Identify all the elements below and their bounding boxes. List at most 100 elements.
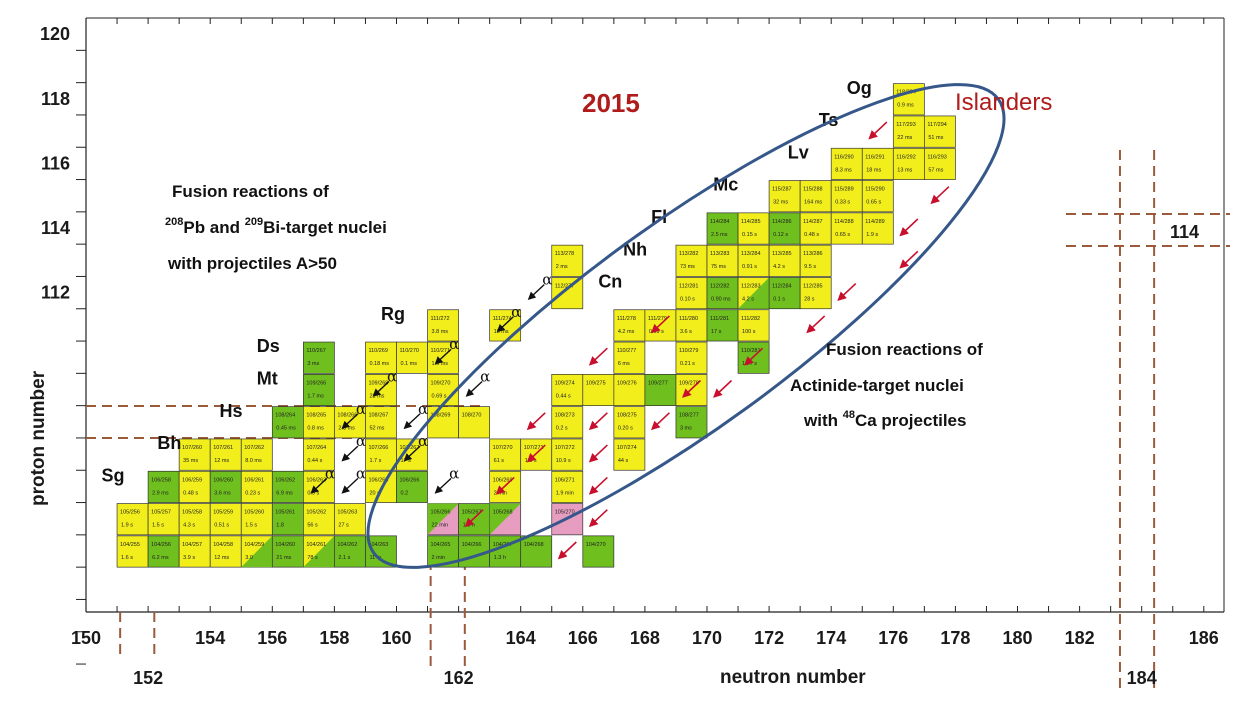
nuclide-id: 108/265	[306, 413, 326, 419]
nuclide-id: 112/284	[772, 283, 791, 289]
nuclide-cell: 115/290 0.65 s	[861, 180, 894, 213]
fusion-ca-note: Fusion reactions of Actinide-target nucl…	[790, 340, 983, 430]
nuclide-id: 106/271	[555, 477, 575, 483]
nuclide-halflife: 1.8	[276, 523, 284, 529]
nuclide-halflife: 51 ms	[928, 135, 943, 141]
nuclide-halflife: 12 ms	[214, 555, 229, 561]
nuclide-cell: 108/265 0.8 ms	[303, 406, 335, 439]
nuclide-cell: 105/266 22 min	[427, 503, 459, 536]
fusion-arrow	[713, 379, 733, 398]
nuclide-id: 114/289	[865, 219, 884, 225]
fusion-arrow	[868, 121, 888, 140]
axis-ticks: 150 154 156 158 160 164 166 168 170 172 174 176 178 1…	[40, 24, 1219, 688]
nuclide-id: 115/287	[772, 187, 791, 193]
nuclide-halflife: 0.65 s	[835, 232, 850, 238]
nuclide-halflife: 1.9 s	[121, 523, 133, 529]
nuclide-halflife: 3 ms	[307, 361, 319, 367]
nuclide-id: 106/260	[213, 477, 233, 483]
nuclide-id: 109/276	[617, 380, 637, 386]
nuclide-cell: 106/261 0.23 s	[240, 470, 273, 503]
nuclide-halflife: 3.9 s	[183, 555, 195, 561]
nuclide-id: 105/261	[275, 510, 295, 516]
alpha-symbol: α	[356, 464, 366, 482]
nuclide-cell: 110/270 0.1 ms	[396, 341, 428, 374]
nuclide-id: 104/258	[213, 542, 233, 548]
nuclide-id: 111/278	[617, 316, 636, 322]
nuclide-cell: 105/270	[551, 503, 584, 536]
nuclide-cell: 104/255 1.6 s	[116, 535, 149, 568]
nuclide-cell: 104/263 11 m	[365, 535, 397, 568]
nuclide-halflife: 28 s	[804, 296, 815, 302]
nuclide-halflife: 21 ms	[276, 555, 291, 561]
element-sg: Sg	[102, 465, 125, 485]
alpha-symbol: α	[511, 303, 521, 321]
nuclide-id: 116/292	[896, 154, 915, 160]
nuclide-id: 104/260	[275, 542, 295, 548]
svg-text:Fusion reactions of: Fusion reactions of	[172, 182, 329, 201]
nuclide-halflife: 0.65 s	[866, 200, 881, 206]
nuclide-id: 113/282	[679, 251, 698, 257]
nuclide-id: 105/266	[431, 510, 451, 516]
nuclide-halflife: 0.1 ms	[401, 361, 418, 367]
nuclide-id: 110/269	[368, 348, 387, 354]
nuclide-cell: 114/287 0.48 s	[799, 212, 832, 245]
alpha-symbol: α	[542, 271, 552, 289]
nuclide-id: 106/266	[400, 477, 420, 483]
nuclide-cell: 107/262 8.0 ms	[240, 438, 273, 471]
nuclide-halflife: 11 m	[369, 555, 381, 561]
alpha-decay-arrow	[496, 316, 514, 333]
fusion-arrow	[588, 509, 608, 528]
nuclide-cell: 109/266 1.7 ms	[303, 374, 335, 407]
nuclide-id: 112/282	[710, 283, 729, 289]
x-tick-label: 186	[1189, 628, 1219, 648]
y-axis-label: proton number	[28, 370, 49, 506]
nuclide-halflife: 12.7 s	[742, 361, 757, 367]
nuclide-id: 104/267	[493, 542, 513, 548]
nuclide-id: 112/285	[803, 283, 822, 289]
nuclide-cell: 105/261 1.8	[271, 503, 304, 536]
nuclide-cell: 105/257 1.5 s	[147, 503, 180, 536]
nuclide-cell: 117/293 22 ms	[892, 115, 925, 148]
nuclide-halflife: 20 s	[369, 490, 380, 496]
x-tick-label-lower: 152	[133, 668, 163, 688]
nuclide-cell: 110/277 6 ms	[613, 341, 646, 374]
alpha-decay-arrow	[341, 413, 359, 430]
fusion-arrow	[837, 283, 857, 301]
nuclide-cell: 113/284 0.91 s	[737, 244, 770, 277]
element-lv: Lv	[788, 142, 809, 162]
element-mt: Mt	[257, 369, 278, 389]
nuclide-cell: 112/285 28 s	[799, 277, 832, 310]
nuclide-halflife: 12 ms	[214, 458, 229, 464]
nuclide-id: 107/272	[555, 445, 575, 451]
y-tick-label: 116	[41, 153, 70, 173]
nuclide-cell: 116/290 8.3 ms	[830, 147, 863, 180]
nuclide-cell: 104/268	[520, 535, 553, 568]
island-ellipse	[366, 83, 1006, 569]
nuclide-id: 112/283	[741, 283, 760, 289]
nuclide-cell: 115/289 0.33 s	[830, 180, 863, 213]
nuclide-halflife: 1.3 h	[494, 555, 506, 561]
nuclide-cell: 106/265 20 s	[365, 470, 397, 503]
nuclide-cell: 110/267 3 ms	[303, 341, 335, 374]
nuclide-cell: 111/278 4.2 ms	[613, 309, 646, 342]
nuclide-id: 106/258	[151, 477, 171, 483]
nuclide-halflife: 6 ms	[618, 361, 630, 367]
nuclide-halflife: 9.5 s	[804, 264, 816, 270]
nuclide-halflife: 75 ms	[711, 264, 726, 270]
alpha-decay-arrow	[310, 477, 328, 494]
nuclide-halflife: 2.9 ms	[152, 490, 169, 496]
nuclide-cell: 115/288 164 ms	[799, 180, 832, 213]
nuclide-id: 104/261	[306, 542, 326, 548]
y-tick-label: 114	[41, 218, 70, 238]
nuclide-id: 106/269	[493, 477, 513, 483]
nuclide-cell: 105/258 4.3 s	[178, 503, 211, 536]
nuclide-id: 105/260	[244, 510, 264, 516]
magic-number-lines	[86, 150, 1230, 690]
nuclide-cell: 108/270	[458, 406, 491, 439]
nuclide-id: 115/290	[865, 187, 884, 193]
nuclide-halflife: 8.3 ms	[835, 167, 852, 173]
nuclide-halflife: 3.6 ms	[214, 490, 231, 496]
fusion-arrow	[495, 476, 515, 495]
nuclide-id: 107/264	[306, 445, 326, 451]
